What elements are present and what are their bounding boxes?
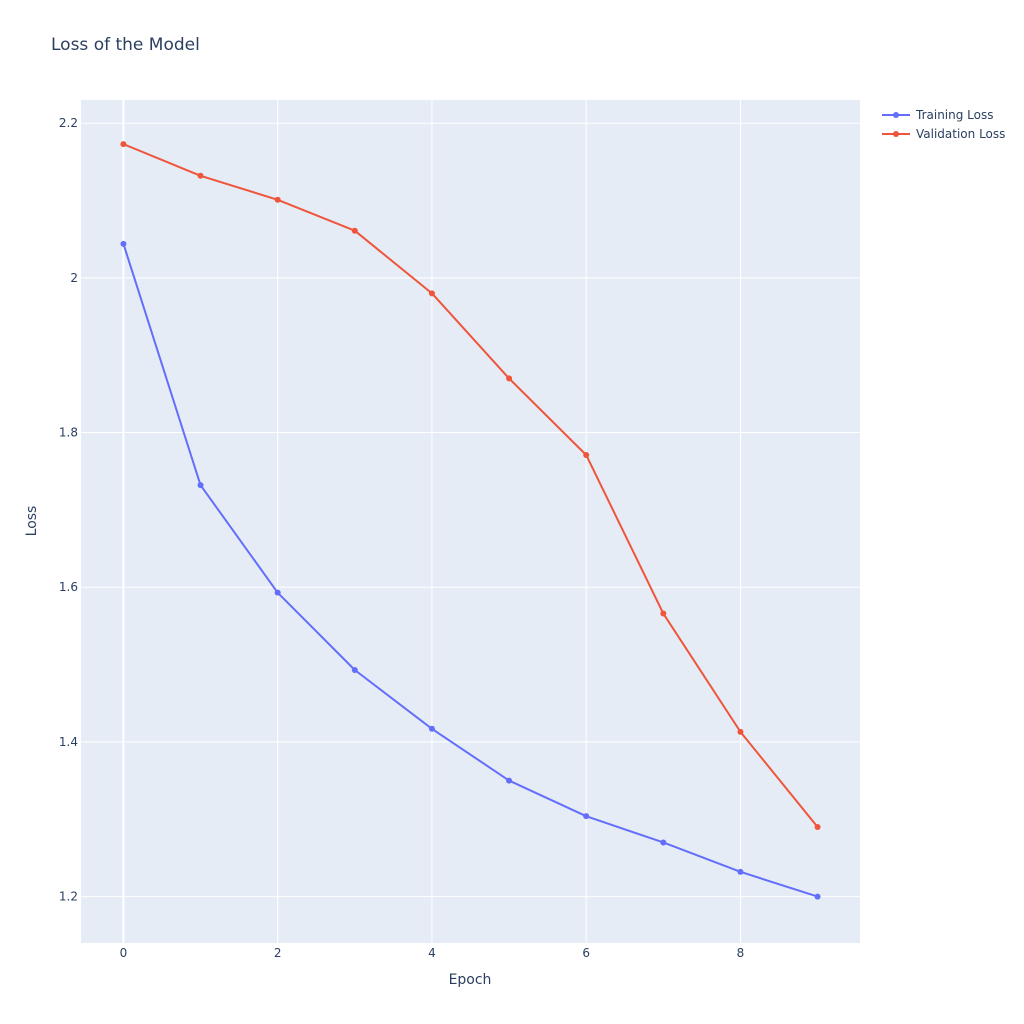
plot-area: [81, 100, 860, 943]
x-tick-label: 8: [737, 946, 745, 960]
data-point: [274, 196, 281, 203]
series-training-loss: [120, 240, 821, 900]
y-tick-label: 1.2: [59, 890, 78, 904]
legend-swatch-validation-marker: [893, 131, 899, 137]
legend-item-training[interactable]: Training Loss: [882, 108, 993, 122]
data-point: [814, 893, 821, 900]
series-line: [123, 143, 819, 828]
data-point: [583, 451, 590, 458]
x-tick-label: 4: [428, 946, 436, 960]
data-point: [583, 813, 590, 820]
data-point: [197, 172, 204, 179]
series-layer: [120, 141, 821, 900]
data-point: [428, 725, 435, 732]
data-point: [737, 868, 744, 875]
series-line: [122, 243, 818, 898]
data-point: [660, 839, 667, 846]
data-point: [506, 777, 513, 784]
legend-swatch-training-marker: [893, 112, 899, 118]
y-tick-label: 1.8: [59, 426, 78, 440]
data-point: [660, 610, 667, 617]
y-axis-title: Loss: [24, 506, 40, 537]
data-point: [814, 823, 821, 830]
legend-label-training: Training Loss: [915, 108, 993, 122]
y-tick-label: 1.6: [59, 580, 78, 594]
data-point: [274, 589, 281, 596]
x-tick-label: 0: [120, 946, 128, 960]
y-tick-label: 2: [70, 271, 78, 285]
x-tick-label: 2: [274, 946, 282, 960]
chart-title: Loss of the Model: [51, 35, 200, 55]
data-point: [351, 227, 358, 234]
legend-label-validation: Validation Loss: [916, 127, 1005, 141]
data-point: [506, 375, 513, 382]
y-tick-label: 1.4: [59, 735, 78, 749]
series-validation-loss: [120, 141, 821, 830]
data-point: [428, 290, 435, 297]
y-axis-ticks: 1.2 1.4 1.6 1.8 2 2.2: [59, 116, 78, 903]
data-point: [737, 728, 744, 735]
grid: [81, 100, 860, 943]
data-point: [197, 482, 204, 489]
x-axis-ticks: 0 2 4 6 8: [120, 946, 745, 960]
x-tick-label: 6: [582, 946, 590, 960]
data-point: [351, 666, 358, 673]
legend: Training Loss Validation Loss: [882, 108, 1005, 141]
legend-item-validation[interactable]: Validation Loss: [882, 127, 1005, 141]
data-point: [120, 141, 127, 148]
x-axis-title: Epoch: [449, 972, 492, 988]
data-point: [120, 240, 127, 247]
y-tick-label: 2.2: [59, 116, 78, 130]
